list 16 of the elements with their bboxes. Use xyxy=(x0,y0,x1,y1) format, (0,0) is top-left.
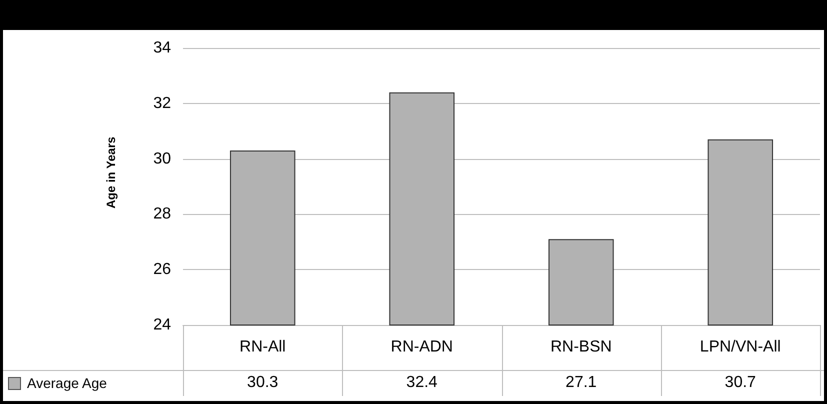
data-label: 30.3 xyxy=(246,373,280,393)
y-tick-label: 28 xyxy=(153,206,172,223)
x-tick-label: RN-All xyxy=(240,338,286,356)
x-tick-label: RN-ADN xyxy=(390,338,453,356)
y-tick-label: 24 xyxy=(153,316,172,334)
y-axis-title: Age in Years xyxy=(104,136,118,209)
x-tick-label: LPN/VN-All xyxy=(700,338,781,356)
x-tick-label: RN-BSN xyxy=(550,338,612,356)
y-tick-label: 30 xyxy=(153,150,172,168)
y-tick-label: 32 xyxy=(153,94,172,112)
y-tick-label: 26 xyxy=(153,261,172,278)
data-label: 27.1 xyxy=(564,373,598,393)
legend-label: Average Age xyxy=(26,374,108,393)
data-label: 30.7 xyxy=(724,373,757,393)
data-label: 32.4 xyxy=(405,373,438,393)
y-tick-label: 34 xyxy=(153,40,172,56)
